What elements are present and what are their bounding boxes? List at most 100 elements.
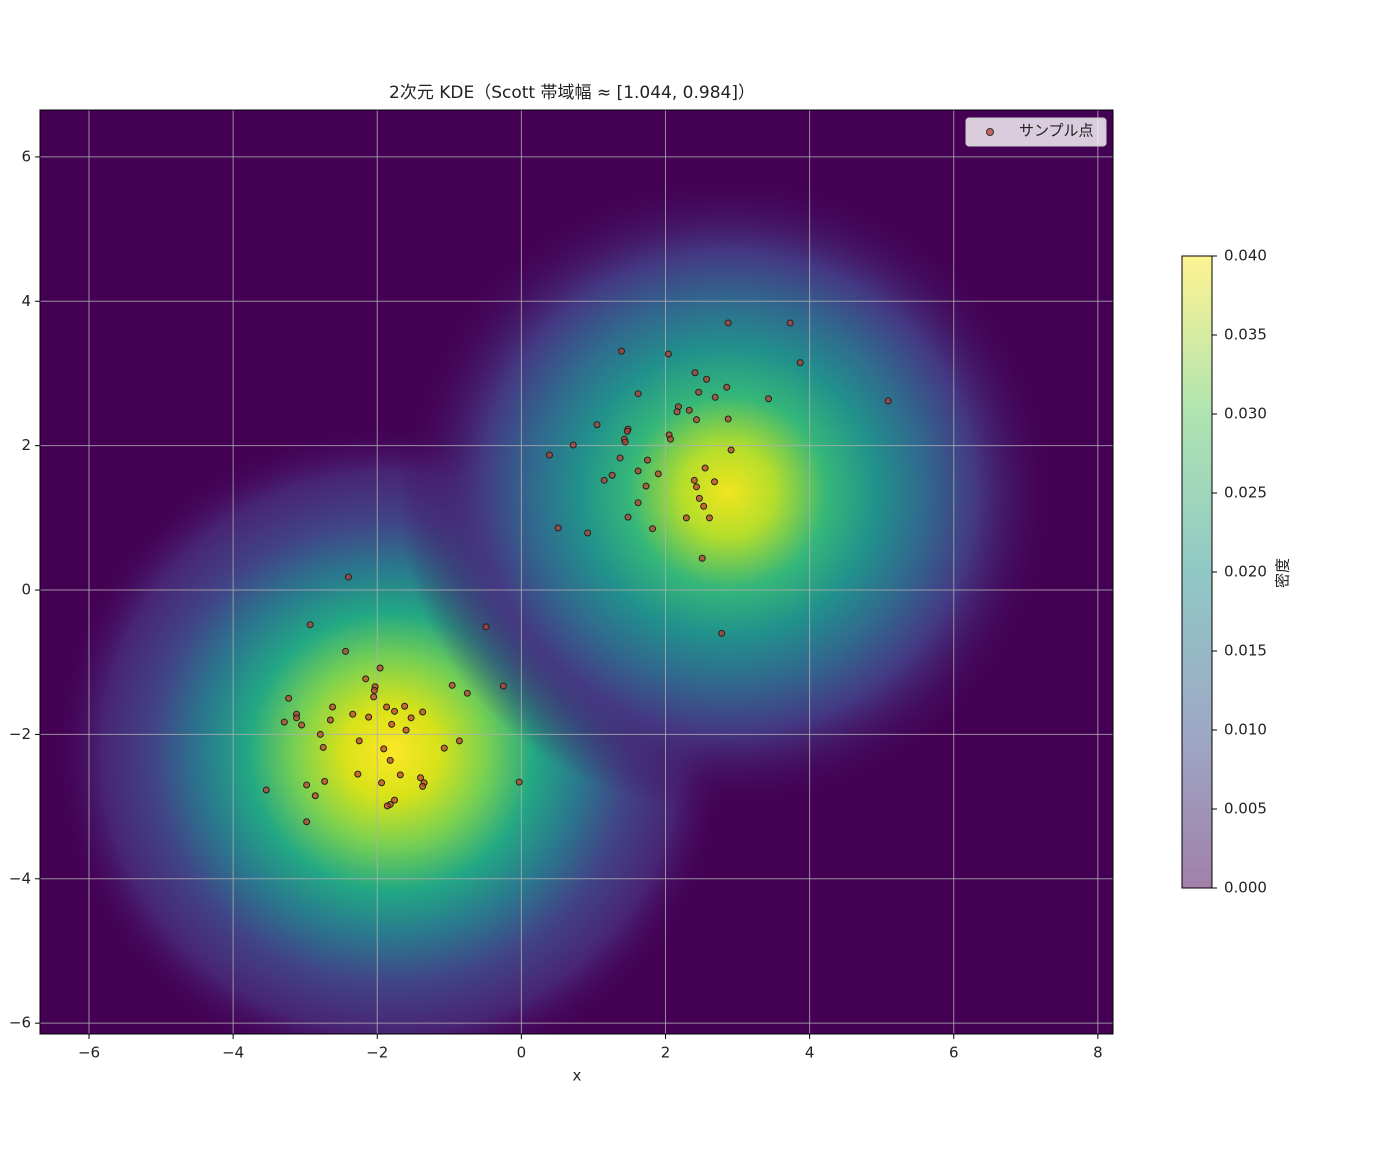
- x-tick-label: 6: [949, 1044, 959, 1062]
- sample-point: [621, 438, 629, 446]
- sample-point: [515, 778, 523, 786]
- sample-point: [326, 716, 334, 724]
- y-tick-label: −2: [9, 725, 31, 743]
- sample-point: [616, 454, 624, 462]
- sample-point: [262, 786, 270, 794]
- sample-point: [600, 476, 608, 484]
- sample-point: [673, 408, 681, 416]
- sample-point: [634, 499, 642, 507]
- sample-point: [383, 802, 391, 810]
- sample-point: [402, 726, 410, 734]
- sample-point: [642, 482, 650, 490]
- sample-point: [584, 529, 592, 537]
- sample-point: [329, 703, 337, 711]
- sample-point: [388, 720, 396, 728]
- sample-point: [378, 779, 386, 787]
- sample-point: [690, 476, 698, 484]
- y-tick-label: −4: [9, 869, 31, 887]
- x-tick-label: −2: [366, 1044, 388, 1062]
- x-axis-label: x: [573, 1067, 582, 1085]
- legend-label: サンプル点: [1019, 122, 1094, 140]
- sample-point: [727, 446, 735, 454]
- colorbar-tick-label: 0.010: [1224, 721, 1267, 739]
- plot-frame: [39, 109, 1114, 1035]
- sample-point: [698, 554, 706, 562]
- sample-point: [401, 702, 409, 710]
- x-tick-label: 0: [517, 1044, 527, 1062]
- sample-point: [419, 782, 427, 790]
- colorbar-tick-label: 0.005: [1224, 800, 1267, 818]
- sample-point: [667, 435, 675, 443]
- x-tick-label: 4: [805, 1044, 815, 1062]
- sample-point: [380, 745, 388, 753]
- sample-point: [303, 818, 311, 826]
- sample-point: [386, 756, 394, 764]
- sample-point: [692, 416, 700, 424]
- sample-point: [710, 478, 718, 486]
- sample-point: [701, 464, 709, 472]
- sample-point: [376, 664, 384, 672]
- sample-point: [554, 524, 562, 532]
- sample-point: [280, 718, 288, 726]
- y-tick-label: 4: [21, 292, 31, 310]
- sample-point: [718, 629, 726, 637]
- colorbar-tick-label: 0.025: [1224, 484, 1267, 502]
- sample-point: [691, 369, 699, 377]
- sample-point: [391, 707, 399, 715]
- colorbar-tick-label: 0.035: [1224, 326, 1267, 344]
- sample-point: [545, 451, 553, 459]
- sample-point: [306, 621, 314, 629]
- sample-point: [664, 350, 672, 358]
- sample-point: [370, 686, 378, 694]
- colorbar: [1181, 255, 1213, 889]
- sample-point: [499, 682, 507, 690]
- density-field: [40, 110, 1113, 1034]
- y-tick-label: 0: [21, 581, 31, 599]
- colorbar-label: 密度: [1274, 558, 1292, 588]
- chart-title: 2次元 KDE（Scott 帯域幅 ≈ [1.044, 0.984]）: [389, 83, 755, 103]
- sample-point: [448, 681, 456, 689]
- sample-point: [593, 421, 601, 429]
- x-tick-label: −4: [222, 1044, 244, 1062]
- sample-point: [608, 471, 616, 479]
- y-tick-label: 2: [21, 436, 31, 454]
- sample-point: [391, 796, 399, 804]
- sample-point: [700, 502, 708, 510]
- sample-point: [316, 730, 324, 738]
- sample-point: [711, 393, 719, 401]
- x-tick-label: 2: [661, 1044, 671, 1062]
- sample-point: [723, 383, 731, 391]
- x-tick-label: 8: [1093, 1044, 1103, 1062]
- sample-point: [419, 708, 427, 716]
- sample-point: [724, 319, 732, 327]
- colorbar-tick-label: 0.015: [1224, 642, 1267, 660]
- sample-point: [285, 694, 293, 702]
- colorbar-tick-label: 0.040: [1224, 247, 1267, 265]
- sample-point: [634, 390, 642, 398]
- sample-point: [634, 467, 642, 475]
- sample-point: [319, 743, 327, 751]
- sample-point: [623, 427, 631, 435]
- sample-point: [344, 573, 352, 581]
- sample-point: [649, 525, 657, 533]
- sample-point: [298, 721, 306, 729]
- sample-point: [342, 647, 350, 655]
- sample-point: [569, 441, 577, 449]
- x-tick-label: −6: [78, 1044, 100, 1062]
- sample-point: [685, 406, 693, 414]
- sample-point: [362, 675, 370, 683]
- sample-point: [407, 714, 415, 722]
- sample-point: [383, 703, 391, 711]
- sample-point: [618, 347, 626, 355]
- sample-point: [724, 415, 732, 423]
- sample-point: [884, 397, 892, 405]
- colorbar-tick-label: 0.030: [1224, 405, 1267, 423]
- colorbar-tick-label: 0.020: [1224, 563, 1267, 581]
- sample-point: [692, 483, 700, 491]
- y-tick-label: −6: [9, 1014, 31, 1032]
- sample-point: [303, 781, 311, 789]
- colorbar-tick-label: 0.000: [1224, 879, 1267, 897]
- legend-marker: [986, 128, 994, 136]
- sample-point: [365, 713, 373, 721]
- sample-point: [796, 359, 804, 367]
